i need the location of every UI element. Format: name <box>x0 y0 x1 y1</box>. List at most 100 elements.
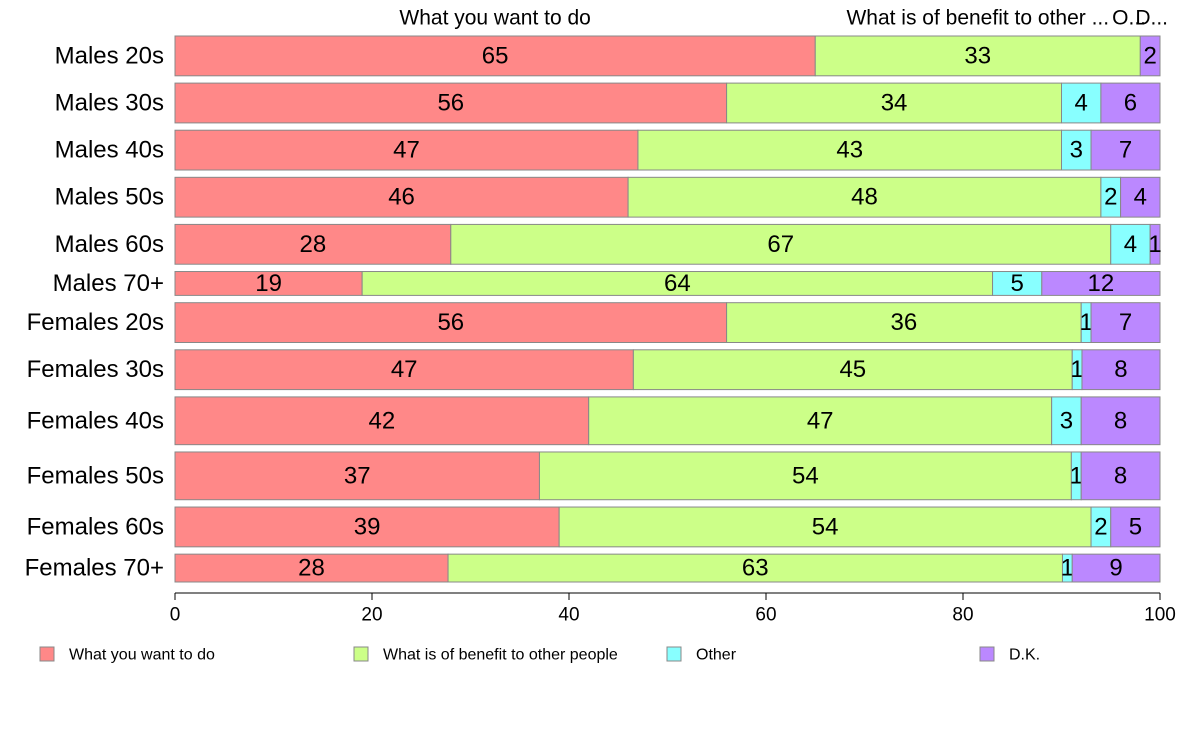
bar-segment <box>174 82 728 124</box>
bar-segment <box>1081 349 1161 391</box>
x-tick-label: 60 <box>755 605 776 626</box>
bar-value-label: 8 <box>1114 462 1127 489</box>
category-label: Females 30s <box>27 356 164 383</box>
bar-value-label: 39 <box>354 513 381 540</box>
bar-segment <box>1100 82 1161 124</box>
bar-segment <box>1041 271 1161 296</box>
x-tick-label: 20 <box>361 605 382 626</box>
bar-value-label: 9 <box>1109 555 1122 582</box>
category-label: Females 70+ <box>25 555 164 582</box>
bar-value-label: 67 <box>767 231 794 258</box>
bar-segment <box>174 506 560 548</box>
bar-value-label: 19 <box>255 270 282 297</box>
bar-value-label: 33 <box>964 42 991 69</box>
legend-swatch <box>979 646 995 662</box>
bar-segment <box>174 129 639 171</box>
category-label: Males 30s <box>55 90 164 117</box>
bar-value-label: 2 <box>1104 184 1117 211</box>
bar-value-label: 47 <box>807 407 834 434</box>
bar-segment <box>174 176 629 218</box>
bar-segment <box>1139 35 1161 77</box>
bar-value-label: 8 <box>1114 407 1127 434</box>
bar-value-label: 12 <box>1088 270 1115 297</box>
bar-segment <box>447 553 1063 583</box>
bar-value-label: 64 <box>664 270 691 297</box>
bar-value-label: 37 <box>344 462 371 489</box>
bar-value-label: 4 <box>1124 231 1137 258</box>
category-label: Females 40s <box>27 407 164 434</box>
category-labels: Males 20s Males 30s Males 40s Males 50s Male… <box>25 42 164 581</box>
bar-segment <box>1080 451 1161 501</box>
bar-value-label: 3 <box>1060 407 1073 434</box>
bar-value-label: 1 <box>1061 555 1074 582</box>
bar-value-label: 54 <box>812 513 839 540</box>
x-tick-label: 100 <box>1144 605 1176 626</box>
bar-segment <box>1110 506 1161 548</box>
bar-segment <box>450 223 1112 265</box>
legend: What you want to do What is of benefit to… <box>39 646 1040 664</box>
legend-swatch <box>39 646 55 662</box>
bar-segment <box>632 349 1073 391</box>
category-label: Males 40s <box>55 137 164 164</box>
category-label: Females 50s <box>27 462 164 489</box>
bar-value-label: 3 <box>1070 137 1083 164</box>
x-tick-label: 80 <box>952 605 973 626</box>
bar-value-label: 1 <box>1070 356 1083 383</box>
bar-segment <box>814 35 1141 77</box>
bar-value-label: 43 <box>836 137 863 164</box>
bar-value-label: 47 <box>393 137 420 164</box>
bar-segment <box>174 451 540 501</box>
bar-segment <box>1090 129 1161 171</box>
bar-segment <box>1090 302 1161 344</box>
bar-value-label: 2 <box>1094 513 1107 540</box>
bar-segment <box>1080 396 1161 446</box>
bar-value-label: 4 <box>1075 90 1088 117</box>
bar-value-label: 7 <box>1119 137 1132 164</box>
bar-segment <box>1061 82 1102 124</box>
bar-value-label: 65 <box>482 42 509 69</box>
bar-value-label: 47 <box>391 356 418 383</box>
category-label: Males 50s <box>55 184 164 211</box>
category-label: Males 70+ <box>53 270 164 297</box>
category-label: Males 20s <box>55 42 164 69</box>
bar-value-label: 1 <box>1070 462 1083 489</box>
bar-value-label: 28 <box>300 231 327 258</box>
bar-segment <box>174 553 449 583</box>
legend-label: What you want to do <box>69 647 215 664</box>
bar-value-label: 5 <box>1010 270 1023 297</box>
bar-segment <box>1051 396 1082 446</box>
bar-value-label: 6 <box>1124 90 1137 117</box>
column-header-labels: What you want to do What is of benefit to… <box>399 7 1168 30</box>
bar-segment <box>726 82 1062 124</box>
bar-value-label: 36 <box>891 309 918 336</box>
bar-segment <box>174 349 634 391</box>
bar-segment <box>726 302 1082 344</box>
bar-value-label: 46 <box>388 184 415 211</box>
bar-value-label: 63 <box>742 555 769 582</box>
legend-label: D.K. <box>1009 647 1040 664</box>
column-header-label: What you want to do <box>399 7 590 30</box>
bar-segment <box>174 302 728 344</box>
bar-value-label: 1 <box>1148 231 1161 258</box>
category-label: Males 60s <box>55 231 164 258</box>
bar-segment <box>1071 553 1161 583</box>
bar-segment <box>174 223 452 265</box>
x-tick-label: 40 <box>558 605 579 626</box>
bar-value-label: 34 <box>881 90 908 117</box>
bar-value-label: 1 <box>1079 309 1092 336</box>
bar-value-label: 54 <box>792 462 819 489</box>
bar-value-label: 4 <box>1134 184 1147 211</box>
bar-segment <box>637 129 1062 171</box>
bar-value-label: 8 <box>1114 356 1127 383</box>
column-header-label: O... <box>1112 7 1146 30</box>
category-label: Females 60s <box>27 513 164 540</box>
bar-value-label: 56 <box>437 309 464 336</box>
bar-value-label: 45 <box>839 356 866 383</box>
x-tick-label: 0 <box>170 605 181 626</box>
bar-value-label: 48 <box>851 184 878 211</box>
bar-segment <box>588 396 1053 446</box>
bar-segment <box>627 176 1102 218</box>
bar-value-label: 42 <box>368 407 395 434</box>
